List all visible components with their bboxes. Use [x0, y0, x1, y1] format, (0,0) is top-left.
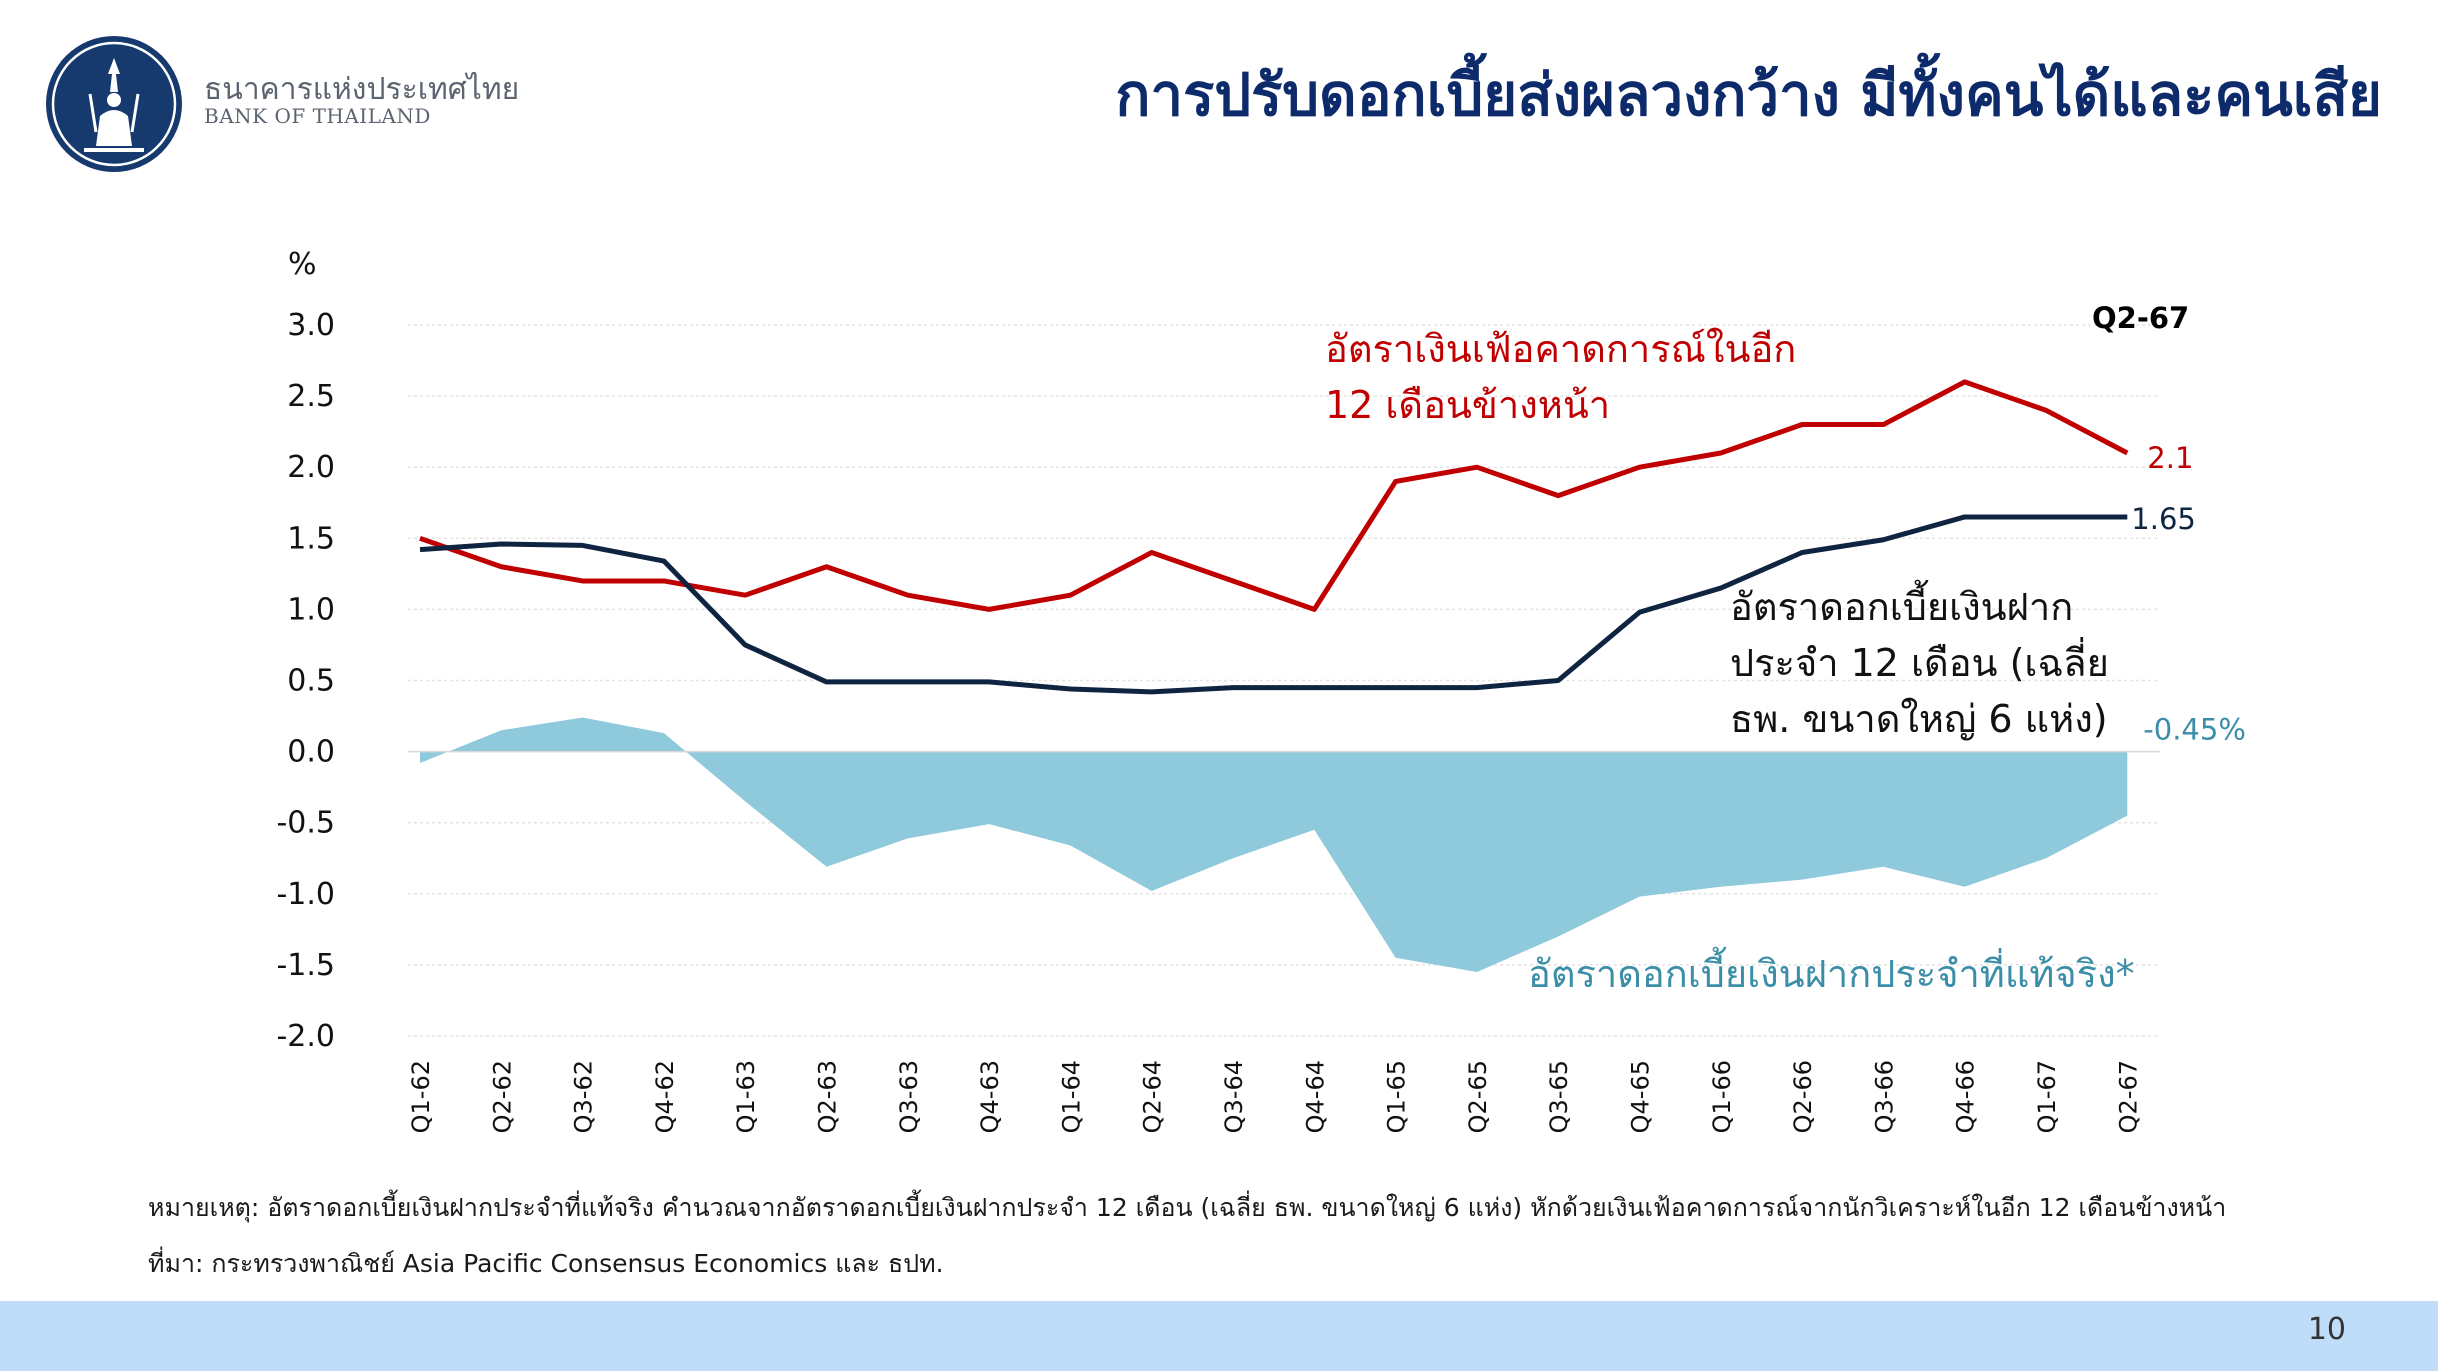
footnote-note: หมายเหตุ: อัตราดอกเบี้ยเงินฝากประจำที่แท…: [148, 1193, 2227, 1222]
y-tick-label: 0.0: [287, 735, 335, 770]
footnote-source: ที่มา: กระทรวงพาณิชย์ Asia Pacific Conse…: [148, 1249, 944, 1278]
x-tick-label: Q1-62: [407, 1060, 435, 1133]
y-tick-label: -1.5: [276, 948, 335, 983]
real-rate-series-name: อัตราดอกเบี้ยเงินฝากประจำที่แท้จริง*: [1528, 946, 2135, 996]
x-tick-label: Q4-63: [976, 1060, 1004, 1133]
x-tick-label: Q1-66: [1708, 1060, 1736, 1133]
y-tick-label: 0.5: [287, 664, 335, 699]
x-tick-label: Q2-65: [1464, 1060, 1492, 1133]
page-title: การปรับดอกเบี้ยส่งผลวงกว้าง มีทั้งคนได้แ…: [1115, 61, 2382, 129]
x-tick-label: Q2-66: [1789, 1060, 1817, 1133]
x-tick-label: Q3-65: [1545, 1060, 1573, 1133]
y-tick-label: 1.5: [287, 521, 335, 556]
organization-name-thai: ธนาคารแห่งประเทศไทย: [204, 72, 520, 107]
x-tick-label: Q3-63: [895, 1060, 923, 1133]
x-tick-label: Q1-65: [1383, 1060, 1411, 1133]
x-tick-label: Q3-66: [1870, 1060, 1898, 1133]
organization-name-english: BANK OF THAILAND: [204, 104, 431, 128]
inflation-series-name: 12 เดือนข้างหน้า: [1325, 383, 1610, 427]
deposit-series-name: อัตราดอกเบี้ยเงินฝาก: [1730, 579, 2073, 629]
x-tick-label: Q4-62: [651, 1060, 679, 1133]
y-tick-label: 2.5: [287, 379, 335, 414]
real-rate-area-series: [420, 717, 2128, 973]
x-tick-label: Q1-64: [1057, 1060, 1085, 1133]
y-tick-label: -1.0: [276, 877, 335, 912]
y-tick-label: 3.0: [287, 308, 335, 343]
x-tick-label: Q2-63: [814, 1060, 842, 1133]
inflation-series-name: อัตราเงินเฟ้อคาดการณ์ในอีก: [1325, 327, 1796, 371]
y-axis-label: %: [288, 247, 317, 282]
footer-bar: [0, 1301, 2438, 1371]
page-number: 10: [2307, 1312, 2346, 1347]
x-tick-label: Q1-63: [732, 1060, 760, 1133]
inflation-expectation-line: [419, 379, 2129, 612]
x-tick-label: Q3-62: [570, 1060, 598, 1133]
x-tick-label: Q4-64: [1301, 1060, 1329, 1133]
x-axis-ticks: Q1-62 Q2-62 Q3-62 Q4-62 Q1-63 Q2-63 Q3-63 Q4-63…: [407, 1060, 2142, 1133]
inflation-end-label: 2.1: [2147, 441, 2193, 475]
y-tick-label: -2.0: [276, 1019, 335, 1054]
bank-of-thailand-logo-icon: [46, 36, 182, 172]
y-tick-label: -0.5: [276, 806, 335, 841]
line-series: [419, 379, 2129, 695]
y-axis-ticks: 3.0 2.5 2.0 1.5 1.0 0.5 0.0 -0.5 -1.0 -1.5 -2.0%: [276, 247, 335, 1054]
x-tick-label: Q2-64: [1139, 1060, 1167, 1133]
x-tick-label: Q1-67: [2033, 1060, 2061, 1133]
x-tick-label: Q4-65: [1627, 1060, 1655, 1133]
period-label: Q2-67: [2092, 301, 2189, 335]
real-rate-area: [420, 717, 2128, 973]
real-rate-end-label: -0.45%: [2143, 713, 2246, 747]
y-tick-label: 1.0: [287, 592, 335, 627]
y-tick-label: 2.0: [287, 450, 335, 485]
x-tick-label: Q3-64: [1220, 1060, 1248, 1133]
x-tick-label: Q4-66: [1952, 1060, 1980, 1133]
x-tick-label: Q2-67: [2114, 1060, 2142, 1133]
deposit-series-name: ธพ. ขนาดใหญ่ 6 แห่ง): [1730, 697, 2108, 741]
x-tick-label: Q2-62: [488, 1060, 516, 1133]
series-labels: Q2-67 2.1 1.65 -0.45% อัตราเงินเฟ้อคาดการณ์ใ…: [1325, 301, 2246, 996]
deposit-series-name: ประจำ 12 เดือน (เฉลี่ย: [1730, 637, 2109, 685]
deposit-rate-line: [419, 514, 2128, 695]
deposit-end-label: 1.65: [2131, 502, 2196, 536]
